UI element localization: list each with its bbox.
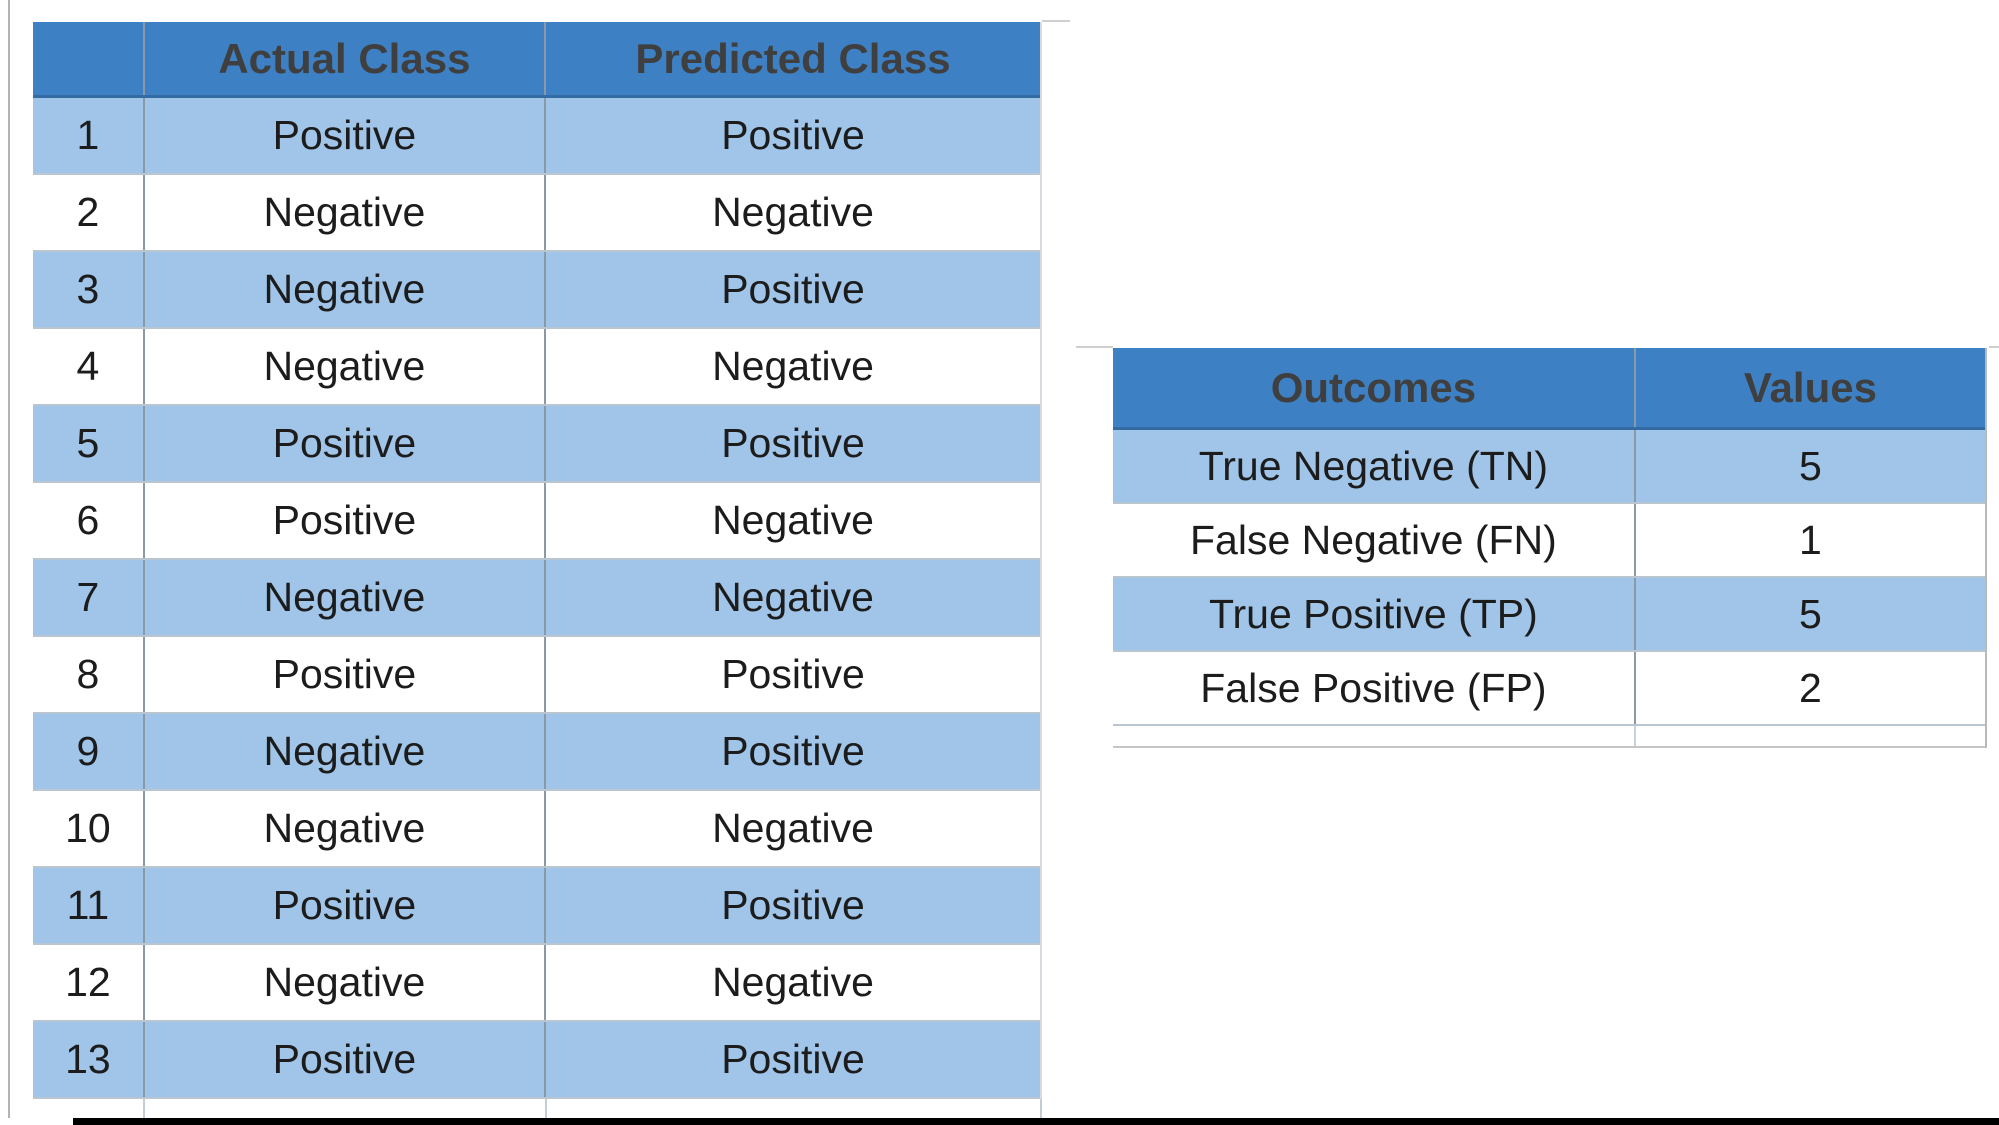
actual-class-cell: Positive bbox=[142, 868, 544, 943]
row-index-cell: 12 bbox=[65, 959, 111, 1005]
predicted-class-cell: Negative bbox=[543, 560, 1040, 635]
classification-table: Actual Class Predicted Class 1 Positive … bbox=[33, 22, 1042, 1099]
classification-table-header: Actual Class Predicted Class bbox=[33, 22, 1040, 98]
predicted-class-cell: Positive bbox=[543, 637, 1040, 712]
actual-class-cell: Negative bbox=[142, 252, 544, 327]
outcome-value-cell: 1 bbox=[1633, 504, 1985, 576]
predicted-class-cell: Positive bbox=[543, 868, 1040, 943]
table-row: 6 Positive Negative bbox=[33, 483, 1040, 560]
actual-class-cell: Negative bbox=[142, 329, 544, 404]
outcome-value-cell: 5 bbox=[1633, 430, 1985, 502]
table-row: 13 Positive Positive bbox=[33, 1022, 1040, 1099]
actual-class-cell: Positive bbox=[142, 98, 544, 173]
classification-table-body: 1 Positive Positive 2 Negative Negative … bbox=[33, 98, 1040, 1099]
predicted-class-cell: Negative bbox=[543, 791, 1040, 866]
row-index-cell: 4 bbox=[76, 343, 100, 389]
table-row: 7 Negative Negative bbox=[33, 560, 1040, 637]
column-header-actual-class: Actual Class bbox=[142, 22, 544, 95]
outcome-label-cell: True Negative (TN) bbox=[1198, 442, 1549, 489]
actual-class-cell: Negative bbox=[142, 560, 544, 635]
gridline-stub bbox=[143, 1099, 145, 1118]
outcome-label-cell: False Positive (FP) bbox=[1200, 664, 1547, 711]
predicted-class-cell: Negative bbox=[543, 945, 1040, 1020]
row-index-cell: 11 bbox=[66, 882, 110, 928]
left-table-footer-strip bbox=[33, 1099, 1042, 1118]
actual-class-cell: Negative bbox=[142, 945, 544, 1020]
actual-class-cell: Negative bbox=[142, 791, 544, 866]
table-row: 2 Negative Negative bbox=[33, 175, 1040, 252]
outcomes-table-header: Outcomes Values bbox=[1113, 348, 1985, 430]
column-header-index bbox=[33, 22, 143, 95]
left-column-gridline bbox=[8, 0, 10, 1118]
predicted-class-cell: Negative bbox=[543, 175, 1040, 250]
predicted-class-cell: Negative bbox=[543, 329, 1040, 404]
predicted-class-cell: Positive bbox=[543, 252, 1040, 327]
table-row: False Negative (FN) 1 bbox=[1113, 504, 1985, 578]
table-row: 1 Positive Positive bbox=[33, 98, 1040, 175]
actual-class-cell: Negative bbox=[142, 714, 544, 789]
table-row: True Positive (TP) 5 bbox=[1113, 578, 1985, 652]
predicted-class-cell: Negative bbox=[543, 483, 1040, 558]
outcome-label-cell: False Negative (FN) bbox=[1189, 516, 1557, 563]
empty-cell bbox=[1113, 726, 1634, 746]
gridline-tick-right-of-left-table bbox=[1042, 20, 1070, 22]
gridline-stub bbox=[1040, 1099, 1042, 1118]
outcome-label-cell: True Positive (TP) bbox=[1208, 590, 1538, 637]
table-row: False Positive (FP) 2 bbox=[1113, 652, 1985, 726]
actual-class-cell: Negative bbox=[142, 175, 544, 250]
actual-class-cell: Positive bbox=[142, 483, 544, 558]
table-row: 11 Positive Positive bbox=[33, 868, 1040, 945]
row-index-cell: 3 bbox=[76, 266, 100, 312]
table-row: 8 Positive Positive bbox=[33, 637, 1040, 714]
predicted-class-cell: Positive bbox=[543, 714, 1040, 789]
table-row: 9 Negative Positive bbox=[33, 714, 1040, 791]
table-row: 4 Negative Negative bbox=[33, 329, 1040, 406]
row-index-cell: 8 bbox=[76, 651, 100, 697]
outcome-value-cell: 5 bbox=[1633, 578, 1985, 650]
table-row: True Negative (TN) 5 bbox=[1113, 430, 1985, 504]
table-row: 10 Negative Negative bbox=[33, 791, 1040, 868]
empty-row-stub bbox=[1113, 726, 1985, 748]
predicted-class-cell: Positive bbox=[543, 98, 1040, 173]
column-header-outcomes: Outcomes bbox=[1270, 363, 1477, 411]
gridline-stub bbox=[545, 1099, 547, 1118]
row-index-cell: 5 bbox=[76, 420, 100, 466]
outcomes-table: Outcomes Values True Negative (TN) 5 Fal… bbox=[1113, 348, 1987, 748]
predicted-class-cell: Positive bbox=[543, 406, 1040, 481]
row-index-cell: 13 bbox=[65, 1036, 111, 1082]
actual-class-cell: Positive bbox=[142, 1022, 544, 1097]
row-index-cell: 1 bbox=[76, 112, 100, 158]
column-header-values: Values bbox=[1633, 348, 1985, 427]
table-row: 12 Negative Negative bbox=[33, 945, 1040, 1022]
outcomes-table-body: True Negative (TN) 5 False Negative (FN)… bbox=[1113, 430, 1985, 726]
row-index-cell: 2 bbox=[76, 189, 100, 235]
row-index-cell: 9 bbox=[76, 728, 100, 774]
actual-class-cell: Positive bbox=[142, 406, 544, 481]
gridline-tick-left-of-right-table bbox=[1076, 346, 1113, 348]
row-index-cell: 7 bbox=[76, 574, 100, 620]
outcome-value-cell: 2 bbox=[1633, 652, 1985, 724]
row-index-cell: 6 bbox=[76, 497, 100, 543]
table-row: 5 Positive Positive bbox=[33, 406, 1040, 483]
actual-class-cell: Positive bbox=[142, 637, 544, 712]
predicted-class-cell: Positive bbox=[543, 1022, 1040, 1097]
row-index-cell: 10 bbox=[65, 805, 111, 851]
window-edge-bar bbox=[73, 1118, 1999, 1125]
empty-cell bbox=[1633, 726, 1985, 746]
column-header-predicted-class: Predicted Class bbox=[543, 22, 1040, 95]
table-row: 3 Negative Positive bbox=[33, 252, 1040, 329]
gridline-tick-right-of-right-table bbox=[1989, 346, 1999, 348]
